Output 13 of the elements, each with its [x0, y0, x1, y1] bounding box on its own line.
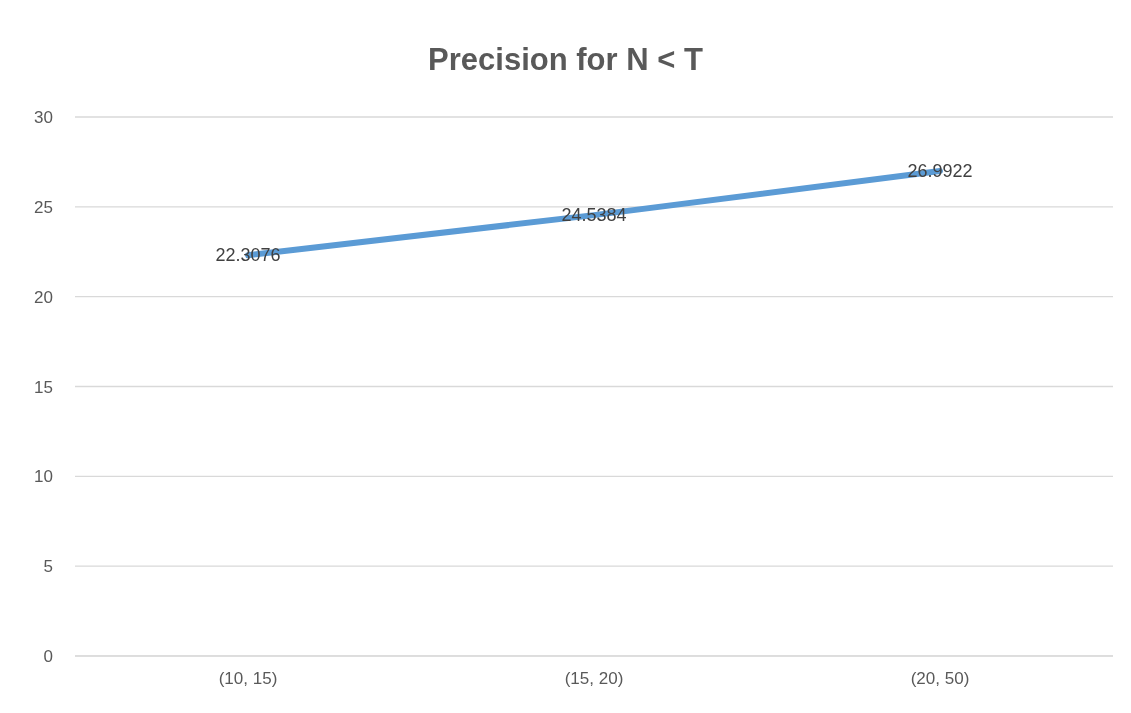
x-tick-label: (20, 50): [910, 669, 970, 689]
y-tick-label: 30: [34, 108, 53, 128]
chart-title: Precision for N < T: [427, 42, 704, 78]
x-tick-label: (10, 15): [218, 669, 278, 689]
data-label: 22.3076: [215, 245, 281, 266]
x-tick-label: (15, 20): [564, 669, 624, 689]
y-tick-label: 5: [43, 557, 53, 577]
y-tick-label: 20: [34, 287, 53, 307]
y-tick-label: 0: [43, 647, 53, 667]
y-tick-label: 10: [34, 467, 53, 487]
data-label: 26.9922: [907, 161, 973, 182]
y-tick-label: 15: [34, 377, 53, 397]
y-tick-label: 25: [34, 197, 53, 217]
